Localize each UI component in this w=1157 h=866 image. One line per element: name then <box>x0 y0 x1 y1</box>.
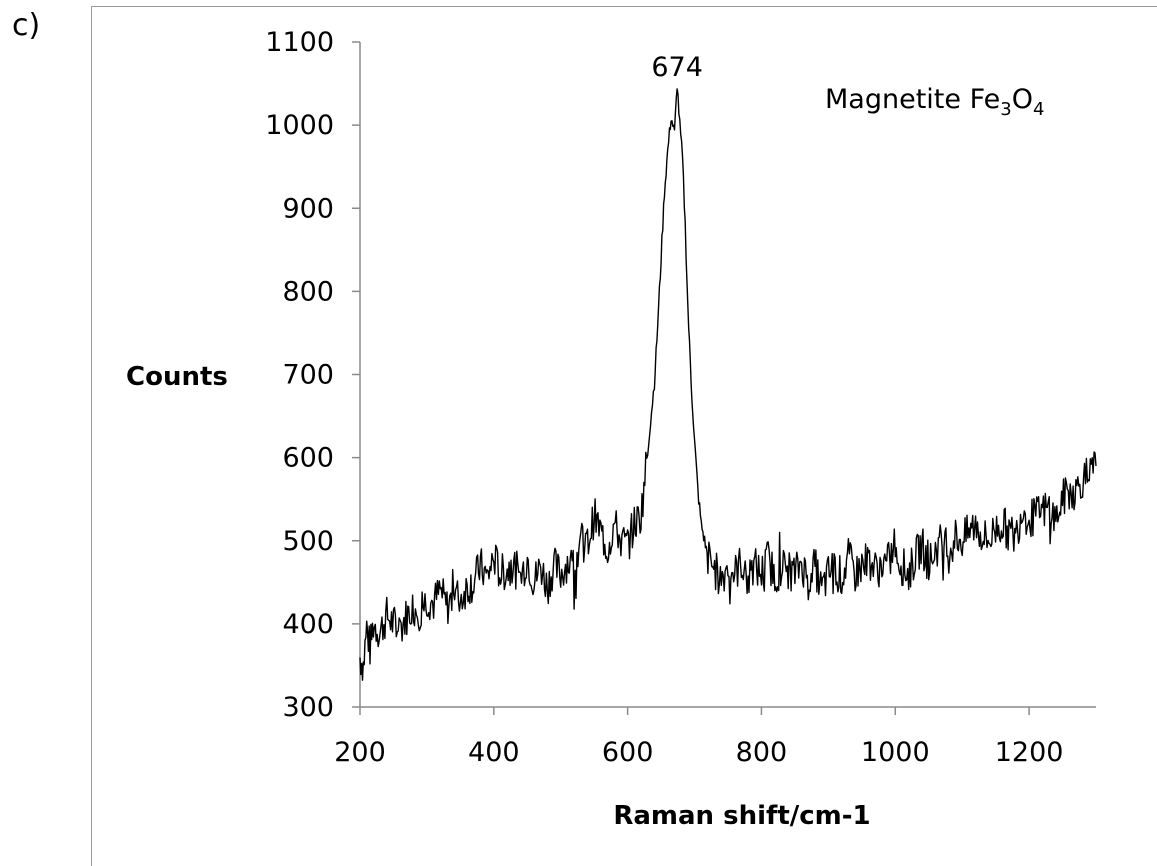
x-tick-label: 400 <box>468 737 520 768</box>
y-tick-label: 900 <box>282 193 334 224</box>
y-tick-label: 500 <box>282 526 334 557</box>
x-tick-label: 1000 <box>861 737 930 768</box>
axes <box>352 41 1096 715</box>
compound-element-o: O <box>1012 84 1033 115</box>
series-layer <box>359 88 1097 681</box>
compound-name: Magnetite Fe <box>825 84 1000 115</box>
x-tick-label: 200 <box>334 737 386 768</box>
x-tick-label: 800 <box>736 737 788 768</box>
y-tick-label: 300 <box>282 692 334 723</box>
x-tick-label: 600 <box>602 737 654 768</box>
y-tick-label: 800 <box>282 276 334 307</box>
tick-labels: 300 400 500 600 700 800 900 1000 1100 200 400 600 80… <box>265 27 1063 768</box>
x-tick-label: 1200 <box>995 737 1064 768</box>
compound-label: Magnetite Fe3O4 <box>825 84 1044 120</box>
subscript-4: 4 <box>1033 99 1044 120</box>
y-tick-label: 600 <box>282 443 334 474</box>
y-tick-label: 1100 <box>265 27 334 58</box>
x-axis-title: Raman shift/cm-1 <box>613 801 870 831</box>
y-tick-label: 400 <box>282 609 334 640</box>
panel-label: c) <box>12 8 41 43</box>
chart-frame <box>91 6 1157 866</box>
subscript-3: 3 <box>1000 99 1011 120</box>
y-tick-label: 1000 <box>265 110 334 141</box>
spectrum-line <box>359 88 1097 681</box>
peak-label: 674 <box>651 52 703 83</box>
y-tick-label: 700 <box>282 360 334 391</box>
y-axis-title: Counts <box>126 362 228 392</box>
